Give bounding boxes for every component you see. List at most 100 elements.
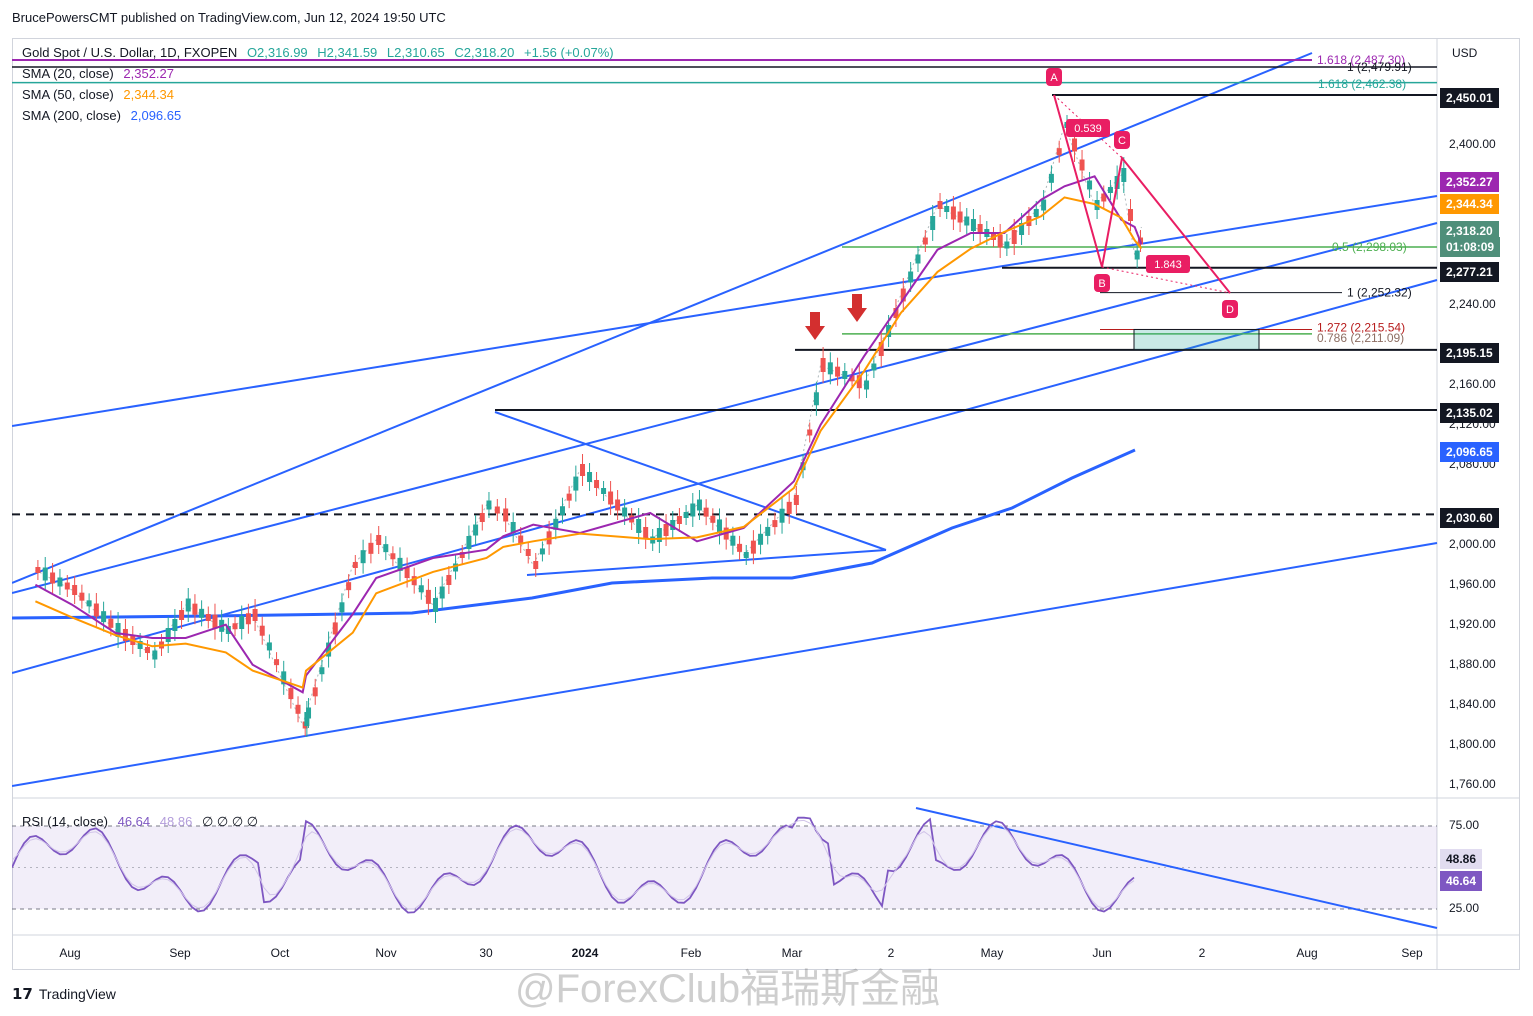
- rsi-band: [12, 826, 1437, 909]
- candle-body: [326, 642, 332, 657]
- candle-body: [893, 308, 899, 318]
- candle-body: [566, 493, 572, 501]
- candle-body: [1004, 241, 1010, 249]
- candle-body: [165, 628, 171, 642]
- candle-body: [179, 610, 185, 620]
- fib-label: 1.272 (2,215.54): [1317, 320, 1405, 334]
- candle-body: [1101, 193, 1107, 202]
- ohlc-change: +1.56 (+0.07%): [524, 45, 614, 60]
- candle-body: [172, 619, 178, 631]
- candle-body: [622, 507, 628, 517]
- candle-body: [232, 623, 238, 630]
- chart-canvas[interactable]: A B C D 0.539 1.843 1.618 (2,487.30)1 (2,479.9…: [12, 38, 1520, 970]
- candle-body: [813, 392, 819, 406]
- candle-body: [539, 548, 545, 555]
- candle-body: [750, 540, 756, 554]
- sma20-legend[interactable]: SMA (20, close) 2,352.27: [22, 66, 180, 81]
- rsi-ma-line: [12, 819, 1135, 910]
- time-axis-tick: May: [980, 946, 1004, 960]
- candle-body: [601, 488, 607, 494]
- ratio-badge: [1066, 119, 1110, 137]
- price-axis-tick: 2,000.00: [1449, 537, 1496, 551]
- candle-body: [433, 598, 439, 612]
- candle-body: [115, 623, 121, 637]
- candle-body: [274, 659, 280, 666]
- candle-body: [64, 582, 70, 590]
- fib-label: 0.786 (2,211.09): [1317, 331, 1404, 345]
- candle-body: [466, 536, 472, 549]
- candle-body: [42, 567, 48, 581]
- candle-body: [411, 576, 417, 586]
- candle-body: [758, 533, 764, 545]
- down-arrow-icon: [810, 312, 820, 326]
- candle-body: [352, 562, 358, 568]
- candle-body: [970, 219, 976, 231]
- time-axis-tick: Nov: [375, 946, 397, 960]
- harmonic-point-label: C: [1118, 135, 1126, 147]
- rsi-line: [12, 816, 1135, 914]
- price-path: [35, 123, 1142, 727]
- candle-body: [1134, 250, 1140, 260]
- price-tag: 2,195.15: [1440, 343, 1499, 363]
- candle-body: [1048, 173, 1054, 183]
- candle-body: [670, 520, 676, 530]
- price-tag: 2,450.01: [1440, 88, 1499, 108]
- candle-body: [908, 271, 914, 283]
- candle-body: [425, 589, 431, 604]
- candle-body: [835, 366, 841, 377]
- price-tag: 01:08:09: [1440, 237, 1501, 257]
- published-header: BrucePowersCMT published on TradingView.…: [12, 10, 446, 25]
- candle-body: [587, 472, 593, 482]
- chart-frame: [12, 38, 1520, 970]
- harmonic-ratio-line: [1101, 266, 1231, 294]
- candle-body: [312, 687, 318, 697]
- symbol-title[interactable]: Gold Spot / U.S. Dollar, 1D, FXOPEN: [22, 45, 238, 60]
- candle-body: [765, 526, 771, 536]
- candle-body: [79, 592, 85, 601]
- candle-body: [446, 575, 452, 585]
- candle-body: [793, 495, 799, 505]
- candle-body: [376, 535, 382, 545]
- price-tag: 2,277.21: [1440, 262, 1499, 282]
- candle-body: [35, 567, 41, 573]
- trend-line: [12, 52, 1313, 584]
- price-axis-tick: 2,400.00: [1449, 137, 1496, 151]
- rsi-ma-tag: 48.86: [1440, 849, 1483, 869]
- harmonic-point-marker: [1222, 300, 1238, 318]
- sma20-label: SMA (20, close): [22, 66, 114, 81]
- candle-body: [696, 499, 702, 511]
- sma200-legend[interactable]: SMA (200, close) 2,096.65: [22, 108, 187, 123]
- sma50-value: 2,344.34: [123, 87, 174, 102]
- sma50-line: [34, 196, 1143, 689]
- candle-body: [518, 535, 524, 545]
- candle-body: [1019, 223, 1025, 235]
- ratio-label: 1.843: [1154, 259, 1182, 271]
- candle-body: [643, 527, 649, 539]
- harmonic-point-marker: [1094, 274, 1110, 292]
- candle-body: [459, 552, 465, 558]
- sma50-legend[interactable]: SMA (50, close) 2,344.34: [22, 87, 180, 102]
- candle-body: [185, 598, 191, 612]
- currency-label[interactable]: USD: [1452, 46, 1478, 60]
- ohlc-open: O2,316.99: [246, 45, 308, 60]
- price-axis-tick: 1,760.00: [1449, 777, 1496, 791]
- rsi-axis-tick: 75.00: [1449, 818, 1480, 832]
- ratio-label: 0.539: [1074, 123, 1102, 135]
- candle-body: [900, 288, 906, 302]
- rsi-legend[interactable]: RSI (14, close) 46.64 48.86 ∅ ∅ ∅ ∅: [22, 814, 264, 830]
- candle-body: [525, 549, 531, 556]
- sma200-label: SMA (200, close): [22, 108, 121, 123]
- rsi-value-tag: 46.64: [1440, 871, 1483, 891]
- down-arrow-icon: [852, 294, 862, 308]
- candle-body: [1079, 159, 1085, 171]
- candle-body: [636, 519, 642, 533]
- sma20-line: [34, 175, 1143, 694]
- candle-body: [50, 572, 56, 584]
- candle-body: [93, 603, 99, 617]
- candle-body: [615, 499, 621, 511]
- candle-body: [656, 528, 662, 542]
- price-axis-tick: 2,160.00: [1449, 377, 1496, 391]
- price-tag: 2,344.34: [1440, 194, 1499, 214]
- candle-body: [418, 585, 424, 593]
- price-axis-tick: 1,960.00: [1449, 577, 1496, 591]
